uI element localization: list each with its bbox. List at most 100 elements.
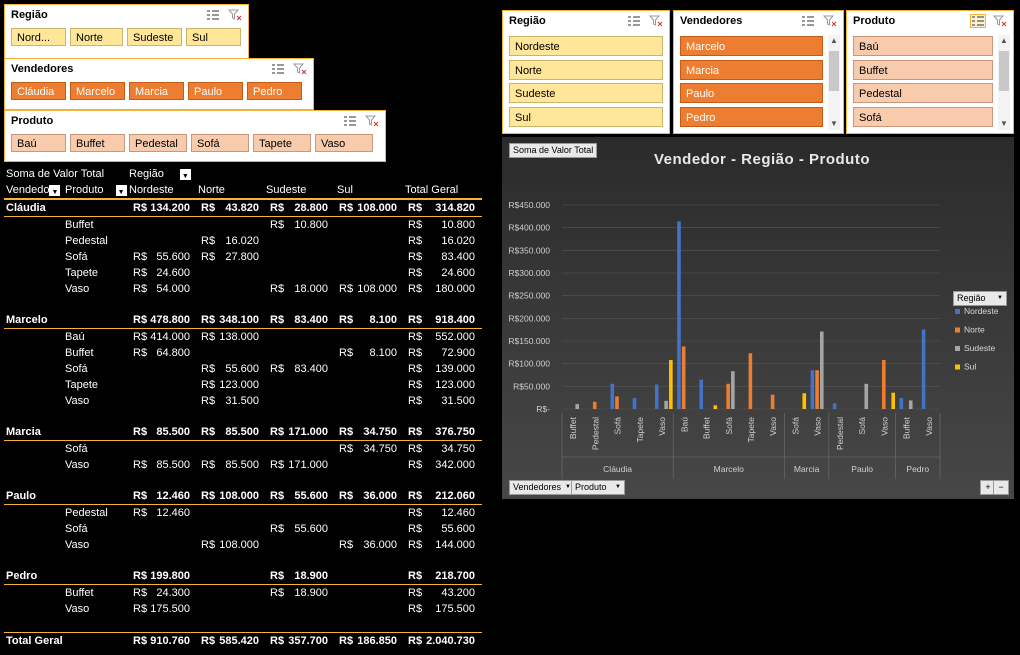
multi-select-icon[interactable] [970, 14, 986, 28]
clear-filter-icon[interactable] [649, 15, 663, 27]
bar-norte [770, 394, 775, 409]
pivot-group-row[interactable]: Marcia R$ 85.500 R$ 85.500 R$ 171.000 R$ 34.750 R… [4, 424, 482, 441]
value-field-button[interactable]: Soma de Valor Total [509, 143, 598, 158]
clear-filter-icon[interactable] [823, 15, 837, 27]
axis-field-button-vendedores[interactable]: Vendedores ▼ [509, 480, 575, 495]
slicer-item-baú[interactable]: Baú [11, 134, 66, 152]
row-label: Baú [65, 331, 85, 343]
collapse-field-button[interactable]: − [993, 480, 1009, 495]
bar-norte [748, 353, 753, 409]
currency-symbol: R$ [201, 331, 216, 343]
pivot-row: Buffet R$ 24.300 R$ 18.900 R$ 43.200 [4, 585, 482, 601]
slicer-item-marcelo[interactable]: Marcelo [70, 82, 125, 100]
row-field-label-2[interactable]: Produto ▼ [65, 182, 127, 198]
slicer-header: Produto [847, 11, 1013, 31]
row-field-label-1[interactable]: Vendedo ▼ [6, 182, 61, 198]
slicer-item-pedro[interactable]: Pedro [680, 106, 823, 127]
scroll-down-icon[interactable]: ▼ [830, 119, 838, 128]
filter-dropdown-icon[interactable]: ▼ [49, 184, 61, 196]
multi-select-icon[interactable] [206, 9, 220, 21]
axis-field-text: Vendedores [513, 482, 562, 492]
clear-filter-icon[interactable] [365, 115, 379, 127]
currency-symbol: R$ [408, 379, 423, 391]
clear-filter-icon[interactable] [293, 63, 307, 75]
cell-value: 144.000 [435, 539, 475, 551]
slicer-item-pedestal[interactable]: Pedestal [129, 134, 187, 152]
scroll-down-icon[interactable]: ▼ [1000, 119, 1008, 128]
cell-value: 12.460 [156, 490, 190, 502]
row-spacer [4, 473, 482, 488]
slicer-item-paulo[interactable]: Paulo [680, 83, 823, 103]
slicer-item-tapete[interactable]: Tapete [253, 134, 311, 152]
currency-symbol: R$ [201, 202, 216, 214]
currency-symbol: R$ [408, 235, 423, 247]
multi-select-icon[interactable] [627, 15, 641, 27]
slicer-item-vaso[interactable]: Vaso [315, 134, 373, 152]
cell-value: 123.000 [219, 379, 259, 391]
pivot-row: Pedestal R$ 12.460 R$ 12.460 [4, 505, 482, 521]
currency-symbol: R$ [270, 587, 285, 599]
filter-dropdown-icon[interactable]: ▼ [115, 184, 127, 196]
scroll-thumb[interactable] [829, 51, 839, 91]
slicer-item-pedro[interactable]: Pedro [247, 82, 302, 100]
slicer-item-sul[interactable]: Sul [186, 28, 241, 46]
clear-filter-icon[interactable] [228, 9, 242, 21]
filter-dropdown-icon[interactable]: ▼ [179, 168, 191, 180]
pivot-group-row[interactable]: Paulo R$ 12.460 R$ 108.000 R$ 55.600 R$ 36.000 R$… [4, 488, 482, 505]
slicer-item-sudeste[interactable]: Sudeste [127, 28, 182, 46]
x-tick-label: Buffet [702, 416, 712, 439]
slicer-item-sofá[interactable]: Sofá [191, 134, 249, 152]
slicer-item-sofá[interactable]: Sofá [853, 106, 993, 127]
cell-value: 10.800 [294, 219, 328, 231]
y-tick-label: R$- [536, 404, 550, 414]
currency-symbol: R$ [133, 490, 148, 502]
slicer-item-marcia[interactable]: Marcia [129, 82, 184, 100]
row-label: Sofá [65, 363, 88, 375]
cell-value: 18.000 [294, 283, 328, 295]
pivot-group-row[interactable]: Pedro R$ 199.800 R$ 18.900 R$ 218.700 [4, 568, 482, 585]
currency-symbol: R$ [201, 379, 216, 391]
bar-norte [881, 360, 886, 409]
slicer-item-cláudia[interactable]: Cláudia [11, 82, 66, 100]
pivot-group-row[interactable]: Marcelo R$ 478.800 R$ 348.100 R$ 83.400 R$ 8.100… [4, 312, 482, 329]
legend-swatch [955, 364, 960, 370]
axis-field-button-produto[interactable]: Produto ▼ [571, 480, 625, 495]
currency-symbol: R$ [201, 314, 216, 326]
row-label: Vaso [65, 395, 90, 407]
multi-select-icon[interactable] [271, 63, 285, 75]
multi-select-icon[interactable] [343, 115, 357, 127]
bar-nordeste [832, 403, 837, 409]
slicer-item-norte[interactable]: Norte [509, 59, 663, 80]
slicer-item-marcelo[interactable]: Marcelo [680, 36, 823, 56]
currency-symbol: R$ [201, 426, 216, 438]
pivot-group-row[interactable]: Cláudia R$ 134.200 R$ 43.820 R$ 28.800 R$ 108.00… [4, 199, 482, 217]
slicer-item-buffet[interactable]: Buffet [70, 134, 125, 152]
legend-field-button[interactable]: Região ▼ [953, 291, 1007, 306]
slicer-item-sudeste[interactable]: Sudeste [509, 83, 663, 103]
slicer-scrollbar[interactable]: ▲ ▼ [998, 35, 1010, 130]
multi-select-icon[interactable] [801, 15, 815, 27]
cell-value: 348.100 [219, 314, 259, 326]
scroll-thumb[interactable] [999, 51, 1009, 91]
pivot-chart[interactable]: Soma de Valor Total Vendedor - Região - … [502, 137, 1014, 499]
slicer-item-pedestal[interactable]: Pedestal [853, 83, 993, 103]
slicer-title: Região [11, 9, 48, 21]
slicer-item-sul[interactable]: Sul [509, 106, 663, 127]
clear-filter-icon[interactable] [993, 15, 1007, 27]
slicer-item-paulo[interactable]: Paulo [188, 82, 243, 100]
column-field-text: Região [129, 168, 164, 180]
x-tick-label: Tapete [746, 417, 756, 443]
scroll-up-icon[interactable]: ▲ [1000, 36, 1008, 45]
bar-norte [681, 346, 686, 409]
slicer-item-nordeste[interactable]: Nordeste [509, 36, 663, 56]
column-field-label[interactable]: Região ▼ [129, 166, 191, 182]
slicer-scrollbar[interactable]: ▲ ▼ [828, 35, 840, 130]
cell-value: 85.500 [225, 426, 259, 438]
slicer-item-nord-[interactable]: Nord... [11, 28, 66, 46]
slicer-item-baú[interactable]: Baú [853, 36, 993, 56]
group-label: Cláudia [6, 202, 46, 214]
slicer-item-norte[interactable]: Norte [70, 28, 123, 46]
slicer-item-marcia[interactable]: Marcia [680, 59, 823, 80]
slicer-item-buffet[interactable]: Buffet [853, 59, 993, 80]
scroll-up-icon[interactable]: ▲ [830, 36, 838, 45]
